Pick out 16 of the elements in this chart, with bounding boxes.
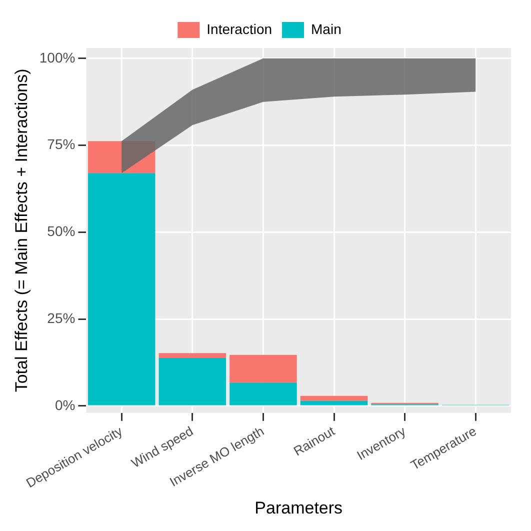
bar — [88, 173, 156, 406]
y-tick-label: 100% — [39, 49, 76, 66]
bar — [158, 358, 226, 406]
bar — [300, 396, 368, 401]
legend-label: Interaction — [206, 20, 272, 37]
y-axis-title: Total Effects (= Main Effects + Interactions) — [12, 68, 31, 392]
legend-label: Main — [311, 20, 342, 37]
y-tick-label: 25% — [47, 310, 76, 326]
x-axis-title: Parameters — [254, 498, 343, 518]
bar — [230, 354, 297, 383]
y-tick-label: 0% — [54, 396, 76, 413]
bar — [158, 353, 226, 358]
bar — [300, 400, 368, 406]
y-tick-label: 75% — [47, 136, 76, 152]
y-tick-label: 50% — [47, 223, 76, 240]
bar — [230, 382, 297, 406]
